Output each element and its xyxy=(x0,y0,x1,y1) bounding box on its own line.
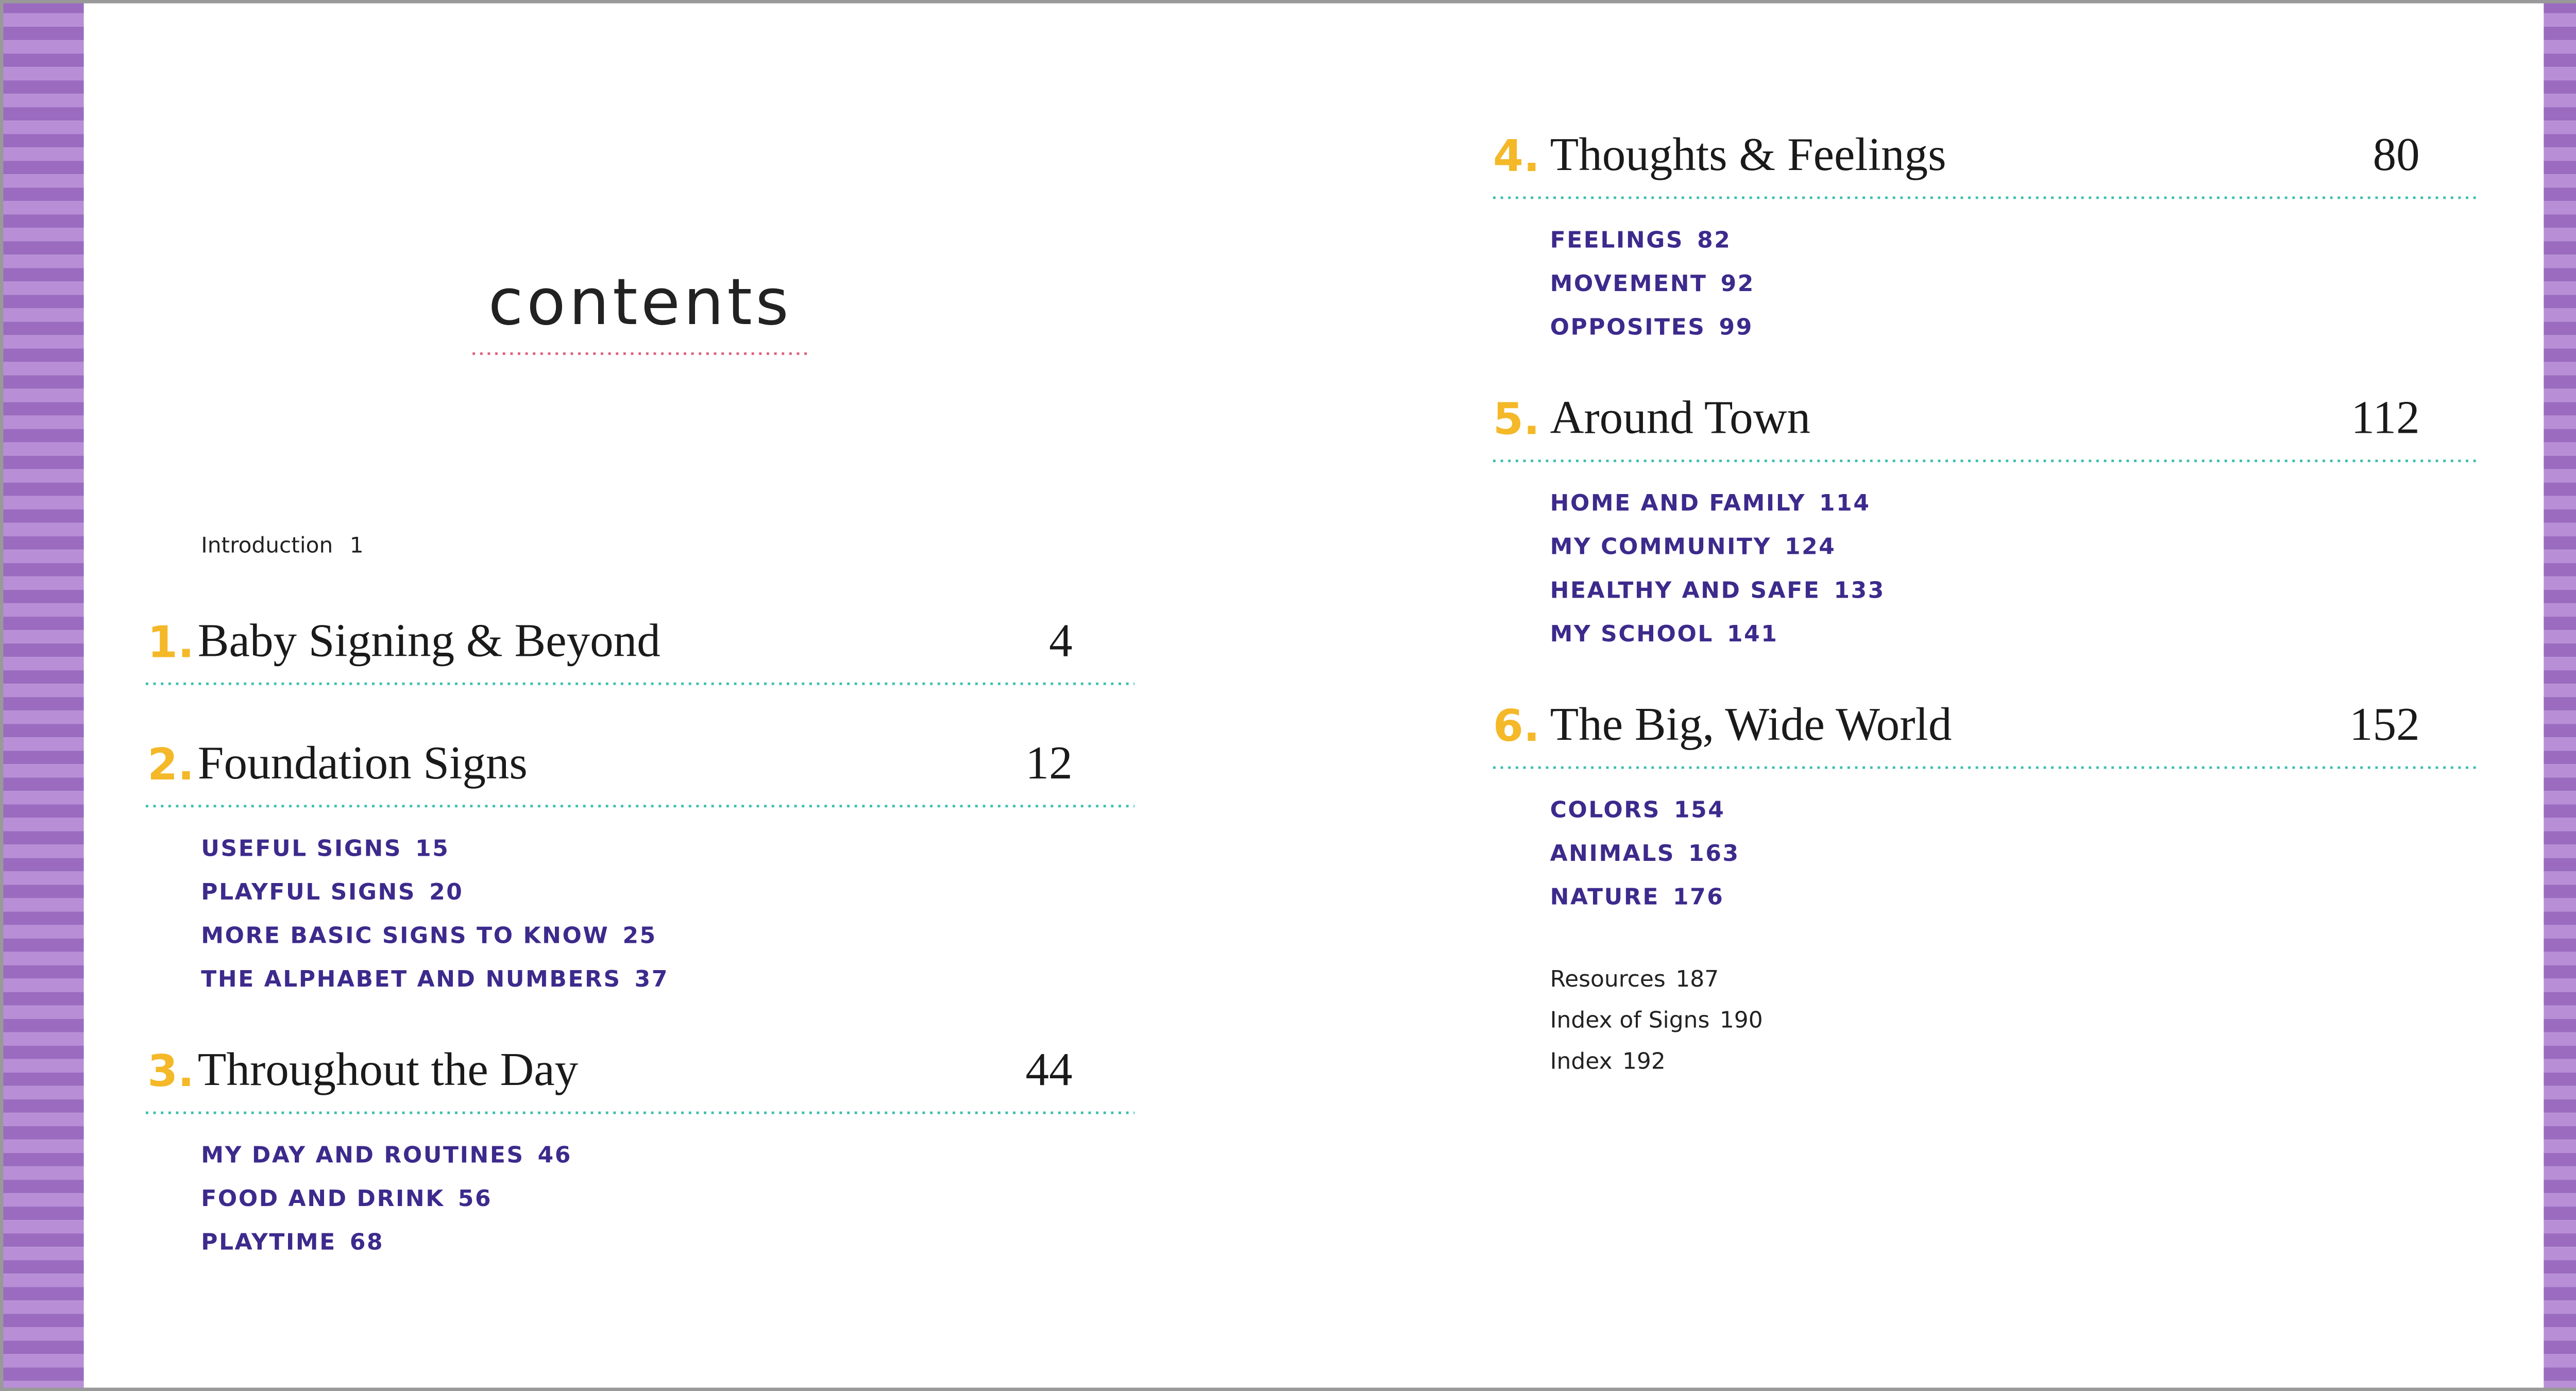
chapter-title: Thoughts & Feelings xyxy=(1550,128,1946,180)
section-label: MY COMMUNITY xyxy=(1550,534,1771,560)
section: THE ALPHABET AND NUMBERS 37 xyxy=(201,966,669,992)
section-label: OPPOSITES xyxy=(1550,314,1706,341)
chapter-number: 2. xyxy=(147,739,194,790)
section-label: COLORS xyxy=(1550,796,1660,823)
back-matter-label: Index of Signs xyxy=(1550,1007,1710,1033)
section-label: HOME AND FAMILY xyxy=(1550,490,1806,516)
chapter-number: 5. xyxy=(1493,394,1540,445)
section-label: MY DAY AND ROUTINES xyxy=(201,1142,524,1168)
chapter-number: 1. xyxy=(147,617,194,667)
section: MY SCHOOL 141 xyxy=(1550,621,1778,647)
chapter-number: 6. xyxy=(1493,701,1540,751)
chapter-title: The Big, Wide World xyxy=(1550,698,1952,750)
section-page: 68 xyxy=(350,1229,384,1256)
section: ANIMALS 163 xyxy=(1550,840,1740,867)
chapter-page: 4 xyxy=(1049,614,1073,666)
back-matter-item: Resources 187 xyxy=(1550,966,1719,992)
section: FEELINGS 82 xyxy=(1550,227,1732,253)
intro-page: 1 xyxy=(350,532,364,557)
toc-title: contents xyxy=(488,265,792,340)
section-page: 163 xyxy=(1688,840,1739,867)
back-matter-label: Resources xyxy=(1550,966,1666,992)
chapter-number: 3. xyxy=(147,1046,194,1096)
section: OPPOSITES 99 xyxy=(1550,314,1753,341)
section-label: FEELINGS xyxy=(1550,227,1684,253)
section: PLAYFUL SIGNS 20 xyxy=(201,879,463,905)
intro: Introduction 1 xyxy=(201,532,363,557)
section-page: 99 xyxy=(1719,314,1753,341)
section-label: PLAYFUL SIGNS xyxy=(201,879,416,905)
back-matter-item: Index 192 xyxy=(1550,1048,1666,1074)
section-label: USEFUL SIGNS xyxy=(201,835,402,861)
section: FOOD AND DRINK 56 xyxy=(201,1185,492,1212)
section-page: 92 xyxy=(1721,270,1755,297)
section-label: MOVEMENT xyxy=(1550,270,1707,297)
back-matter-item: Index of Signs 190 xyxy=(1550,1007,1763,1033)
section-label: THE ALPHABET AND NUMBERS xyxy=(201,966,621,992)
chapter-title: Baby Signing & Beyond xyxy=(198,614,660,666)
section-label: MORE BASIC SIGNS TO KNOW xyxy=(201,922,609,948)
section: HEALTHY AND SAFE 133 xyxy=(1550,577,1885,603)
intro-label: Introduction xyxy=(201,532,333,557)
section-label: MY SCHOOL xyxy=(1550,621,1714,647)
section-page: 133 xyxy=(1834,577,1885,603)
chapter-number: 4. xyxy=(1493,131,1540,181)
section: USEFUL SIGNS 15 xyxy=(201,835,449,861)
back-matter-page: 187 xyxy=(1675,966,1719,992)
section-page: 141 xyxy=(1727,621,1778,647)
back-matter-label: Index xyxy=(1550,1048,1613,1074)
section-label: FOOD AND DRINK xyxy=(201,1185,445,1212)
left-border xyxy=(0,0,84,1391)
section-label: PLAYTIME xyxy=(201,1229,336,1256)
section-page: 46 xyxy=(538,1142,572,1168)
chapter-page: 152 xyxy=(2349,698,2420,750)
chapter-title: Around Town xyxy=(1550,392,1810,444)
section: NATURE 176 xyxy=(1550,884,1724,910)
section-page: 154 xyxy=(1674,796,1725,823)
section-page: 176 xyxy=(1673,884,1724,910)
back-matter-page: 192 xyxy=(1622,1048,1666,1074)
section-label: NATURE xyxy=(1550,884,1659,910)
chapter-page: 44 xyxy=(1026,1043,1073,1095)
section: MY COMMUNITY 124 xyxy=(1550,534,1836,560)
section-page: 37 xyxy=(635,966,669,992)
section-page: 82 xyxy=(1697,227,1731,253)
right-border xyxy=(2544,0,2576,1391)
chapter-title: Throughout the Day xyxy=(198,1043,579,1095)
section: MORE BASIC SIGNS TO KNOW 25 xyxy=(201,922,656,948)
back-matter-page: 190 xyxy=(1720,1007,1763,1033)
section: MOVEMENT 92 xyxy=(1550,270,1755,297)
section-page: 15 xyxy=(415,835,449,861)
section-label: HEALTHY AND SAFE xyxy=(1550,577,1821,603)
section-page: 56 xyxy=(458,1185,492,1212)
chapter-page: 112 xyxy=(2351,392,2419,444)
section: MY DAY AND ROUTINES 46 xyxy=(201,1142,572,1168)
section-page: 124 xyxy=(1785,534,1836,560)
chapter-page: 80 xyxy=(2373,128,2420,180)
section-label: ANIMALS xyxy=(1550,840,1675,867)
section-page: 114 xyxy=(1819,490,1870,516)
chapter-page: 12 xyxy=(1026,737,1073,789)
section: PLAYTIME 68 xyxy=(201,1229,384,1256)
chapter-title: Foundation Signs xyxy=(198,737,528,789)
section-page: 25 xyxy=(622,922,656,948)
section: HOME AND FAMILY 114 xyxy=(1550,490,1871,516)
section-page: 20 xyxy=(429,879,463,905)
section: COLORS 154 xyxy=(1550,796,1725,823)
